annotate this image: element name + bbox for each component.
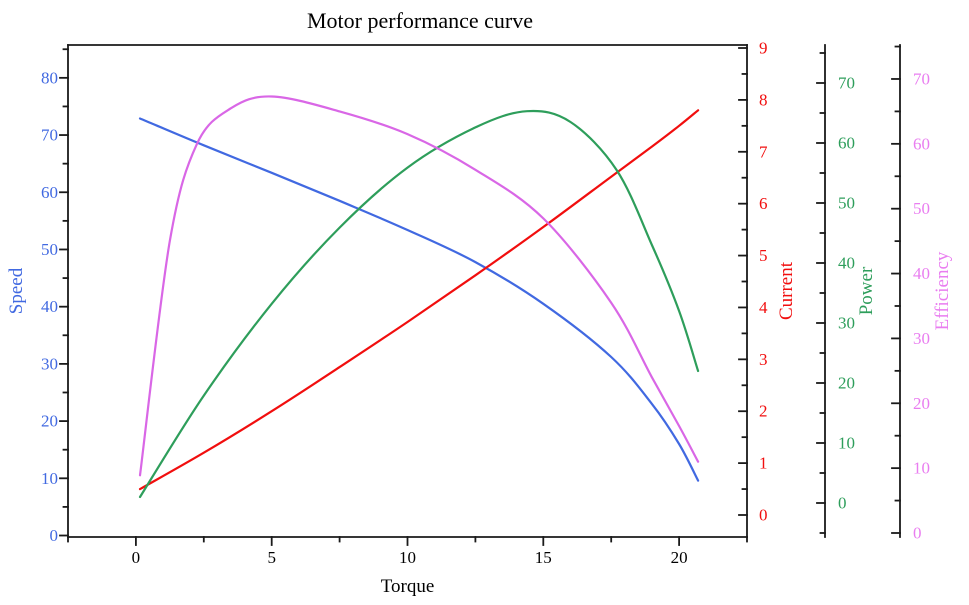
power-curve	[138, 109, 700, 499]
current-tick-label: 4	[759, 298, 768, 317]
speed-tick-label: 50	[41, 240, 58, 259]
efficiency-tick-label: 0	[913, 523, 922, 542]
current-tick-label: 9	[759, 39, 768, 58]
x-tick-label: 10	[399, 548, 416, 567]
current-tick-label: 8	[759, 90, 768, 109]
efficiency-tick-label: 30	[913, 329, 930, 348]
current-tick-label: 6	[759, 194, 768, 213]
efficiency-tick-label: 70	[913, 69, 930, 88]
power-tick-label: 50	[838, 193, 855, 212]
efficiency-axis-title: Efficiency	[932, 251, 953, 330]
speed-tick-label: 80	[41, 68, 58, 87]
speed-tick-label: 70	[41, 126, 58, 145]
x-tick-label: 0	[132, 548, 141, 567]
efficiency-curve	[138, 95, 700, 477]
power-tick-label: 30	[838, 313, 855, 332]
speed-axis-title: Speed	[6, 267, 27, 314]
speed-tick-label: 60	[41, 183, 58, 202]
power-tick-label: 40	[838, 253, 855, 272]
speed-tick-label: 30	[41, 354, 58, 373]
power-tick-label: 60	[838, 133, 855, 152]
current-curve	[138, 109, 700, 491]
chart-title: Motor performance curve	[307, 8, 533, 33]
efficiency-tick-label: 20	[913, 394, 930, 413]
power-tick-label: 20	[838, 373, 855, 392]
power-axis-title: Power	[856, 266, 877, 315]
current-tick-label: 2	[759, 402, 768, 421]
current-tick-label: 5	[759, 246, 768, 265]
efficiency-tick-label: 50	[913, 199, 930, 218]
speed-curve	[138, 117, 700, 482]
current-tick-label: 0	[759, 505, 768, 524]
speed-tick-label: 0	[50, 526, 59, 545]
power-tick-label: 10	[838, 433, 855, 452]
x-axis-title: Torque	[381, 576, 435, 597]
speed-tick-label: 10	[41, 469, 58, 488]
power-tick-label: 70	[838, 73, 855, 92]
speed-tick-label: 40	[41, 297, 58, 316]
efficiency-tick-label: 10	[913, 459, 930, 478]
current-tick-label: 7	[759, 142, 768, 161]
efficiency-tick-label: 60	[913, 134, 930, 153]
speed-tick-label: 20	[41, 412, 58, 431]
current-tick-label: 3	[759, 350, 768, 369]
x-tick-label: 15	[535, 548, 552, 567]
power-tick-label: 0	[838, 493, 847, 512]
x-tick-label: 5	[267, 548, 276, 567]
x-tick-label: 20	[671, 548, 688, 567]
current-tick-label: 1	[759, 454, 768, 473]
efficiency-tick-label: 40	[913, 264, 930, 283]
current-axis-title: Current	[776, 261, 797, 320]
